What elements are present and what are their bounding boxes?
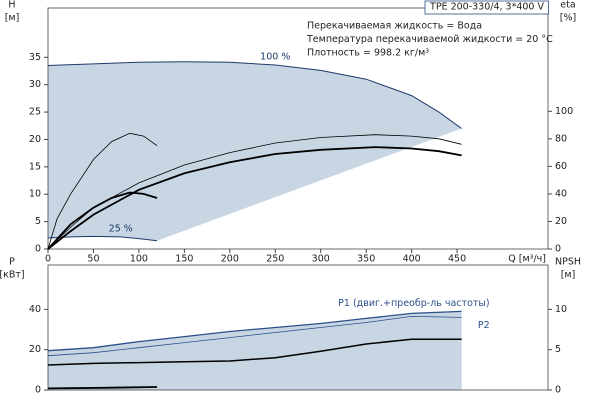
y-axis-label: H	[8, 0, 15, 11]
x-tick-label: 250	[266, 254, 284, 265]
y-axis-label: [кВт]	[0, 270, 25, 281]
x-axis-label: Q [м³/ч]	[508, 254, 546, 265]
y2-axis-label: [м]	[561, 270, 576, 281]
curve	[47, 315, 462, 357]
x-tick-label: 300	[312, 254, 330, 265]
curve	[47, 386, 158, 390]
y-tick-label: 0	[35, 244, 41, 255]
y-tick-label: 5	[35, 216, 41, 227]
y2-axis-label: [%]	[560, 13, 576, 24]
y2-tick-label: 0	[555, 244, 561, 255]
curve	[47, 132, 158, 250]
y2-tick-label: 10	[555, 304, 567, 315]
curve	[47, 191, 158, 250]
x-tick-label: 400	[403, 254, 421, 265]
y-axis-label: [м]	[5, 13, 20, 24]
curve	[47, 61, 462, 129]
y-tick-label: 10	[29, 189, 41, 200]
y2-tick-label: 5	[555, 344, 561, 355]
y-tick-label: 0	[35, 385, 41, 396]
operating-region	[48, 61, 462, 241]
y-tick-label: 35	[29, 52, 41, 63]
y2-tick-label: 0	[555, 385, 561, 396]
y-axis-label: P	[9, 257, 15, 268]
x-tick-label: 50	[87, 254, 99, 265]
x-tick-label: 150	[175, 254, 193, 265]
x-tick-label: 350	[357, 254, 375, 265]
y2-tick-label: 80	[555, 133, 567, 144]
y-tick-label: 15	[29, 161, 41, 172]
y-tick-label: 25	[29, 107, 41, 118]
annotation: Температура перекачиваемой жидкости = 20…	[306, 34, 553, 45]
curve-label: 25 %	[109, 223, 133, 234]
curve-label: P2	[478, 320, 490, 331]
y2-tick-label: 60	[555, 161, 567, 172]
y-tick-label: 20	[29, 134, 41, 145]
x-tick-label: 450	[448, 254, 466, 265]
plot-frame	[47, 7, 549, 250]
x-tick-label: 0	[45, 254, 51, 265]
curve	[47, 338, 462, 366]
chart-title: TPE 200-330/4, 3*400 V	[429, 2, 544, 13]
y2-axis-label: NPSH	[555, 257, 581, 268]
y-tick-label: 30	[29, 79, 41, 90]
annotation: Перекачиваемая жидкость = Вода	[307, 21, 482, 32]
curve-label: P1 (двиг.+преобр-ль частоты)	[338, 298, 489, 309]
x-tick-label: 100	[130, 254, 148, 265]
curve	[47, 235, 158, 242]
y-tick-label: 40	[29, 304, 41, 315]
operating-region	[48, 311, 462, 390]
y-tick-label: 20	[29, 344, 41, 355]
x-tick-label: 200	[221, 254, 239, 265]
plot-frame	[47, 264, 549, 391]
curve	[47, 310, 462, 352]
curve-label: 100 %	[260, 51, 290, 62]
curve	[47, 146, 462, 250]
y2-tick-label: 20	[555, 216, 567, 227]
y2-tick-label: 40	[555, 188, 567, 199]
annotation: Плотность = 998.2 кг/м³	[307, 48, 429, 59]
y2-axis-label: eta	[560, 0, 575, 11]
y2-tick-label: 100	[555, 106, 573, 117]
title-box	[424, 0, 549, 15]
